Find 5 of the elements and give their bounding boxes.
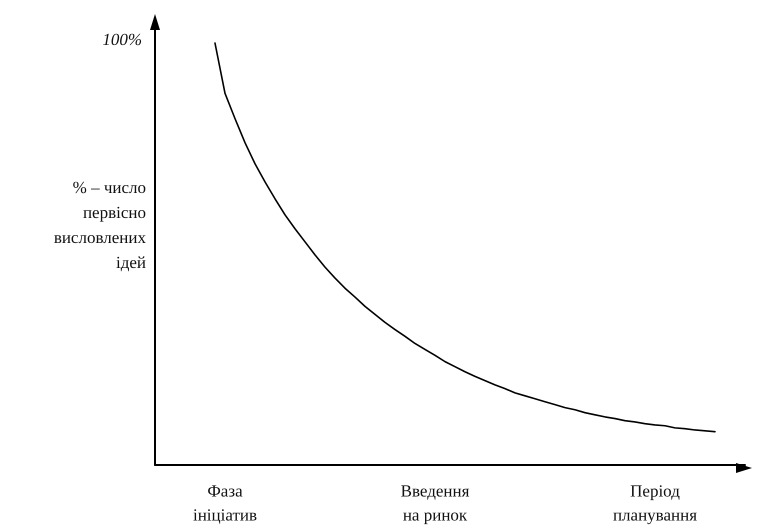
text: 100%: [102, 30, 142, 50]
x-tick-label: Період планування: [612, 482, 698, 524]
x-tick-label: Фаза ініціатив: [192, 482, 258, 524]
y-axis-title: % – число первісно висловлених ідей: [54, 178, 146, 272]
x-tick-label: Введення на ринок: [400, 482, 470, 524]
